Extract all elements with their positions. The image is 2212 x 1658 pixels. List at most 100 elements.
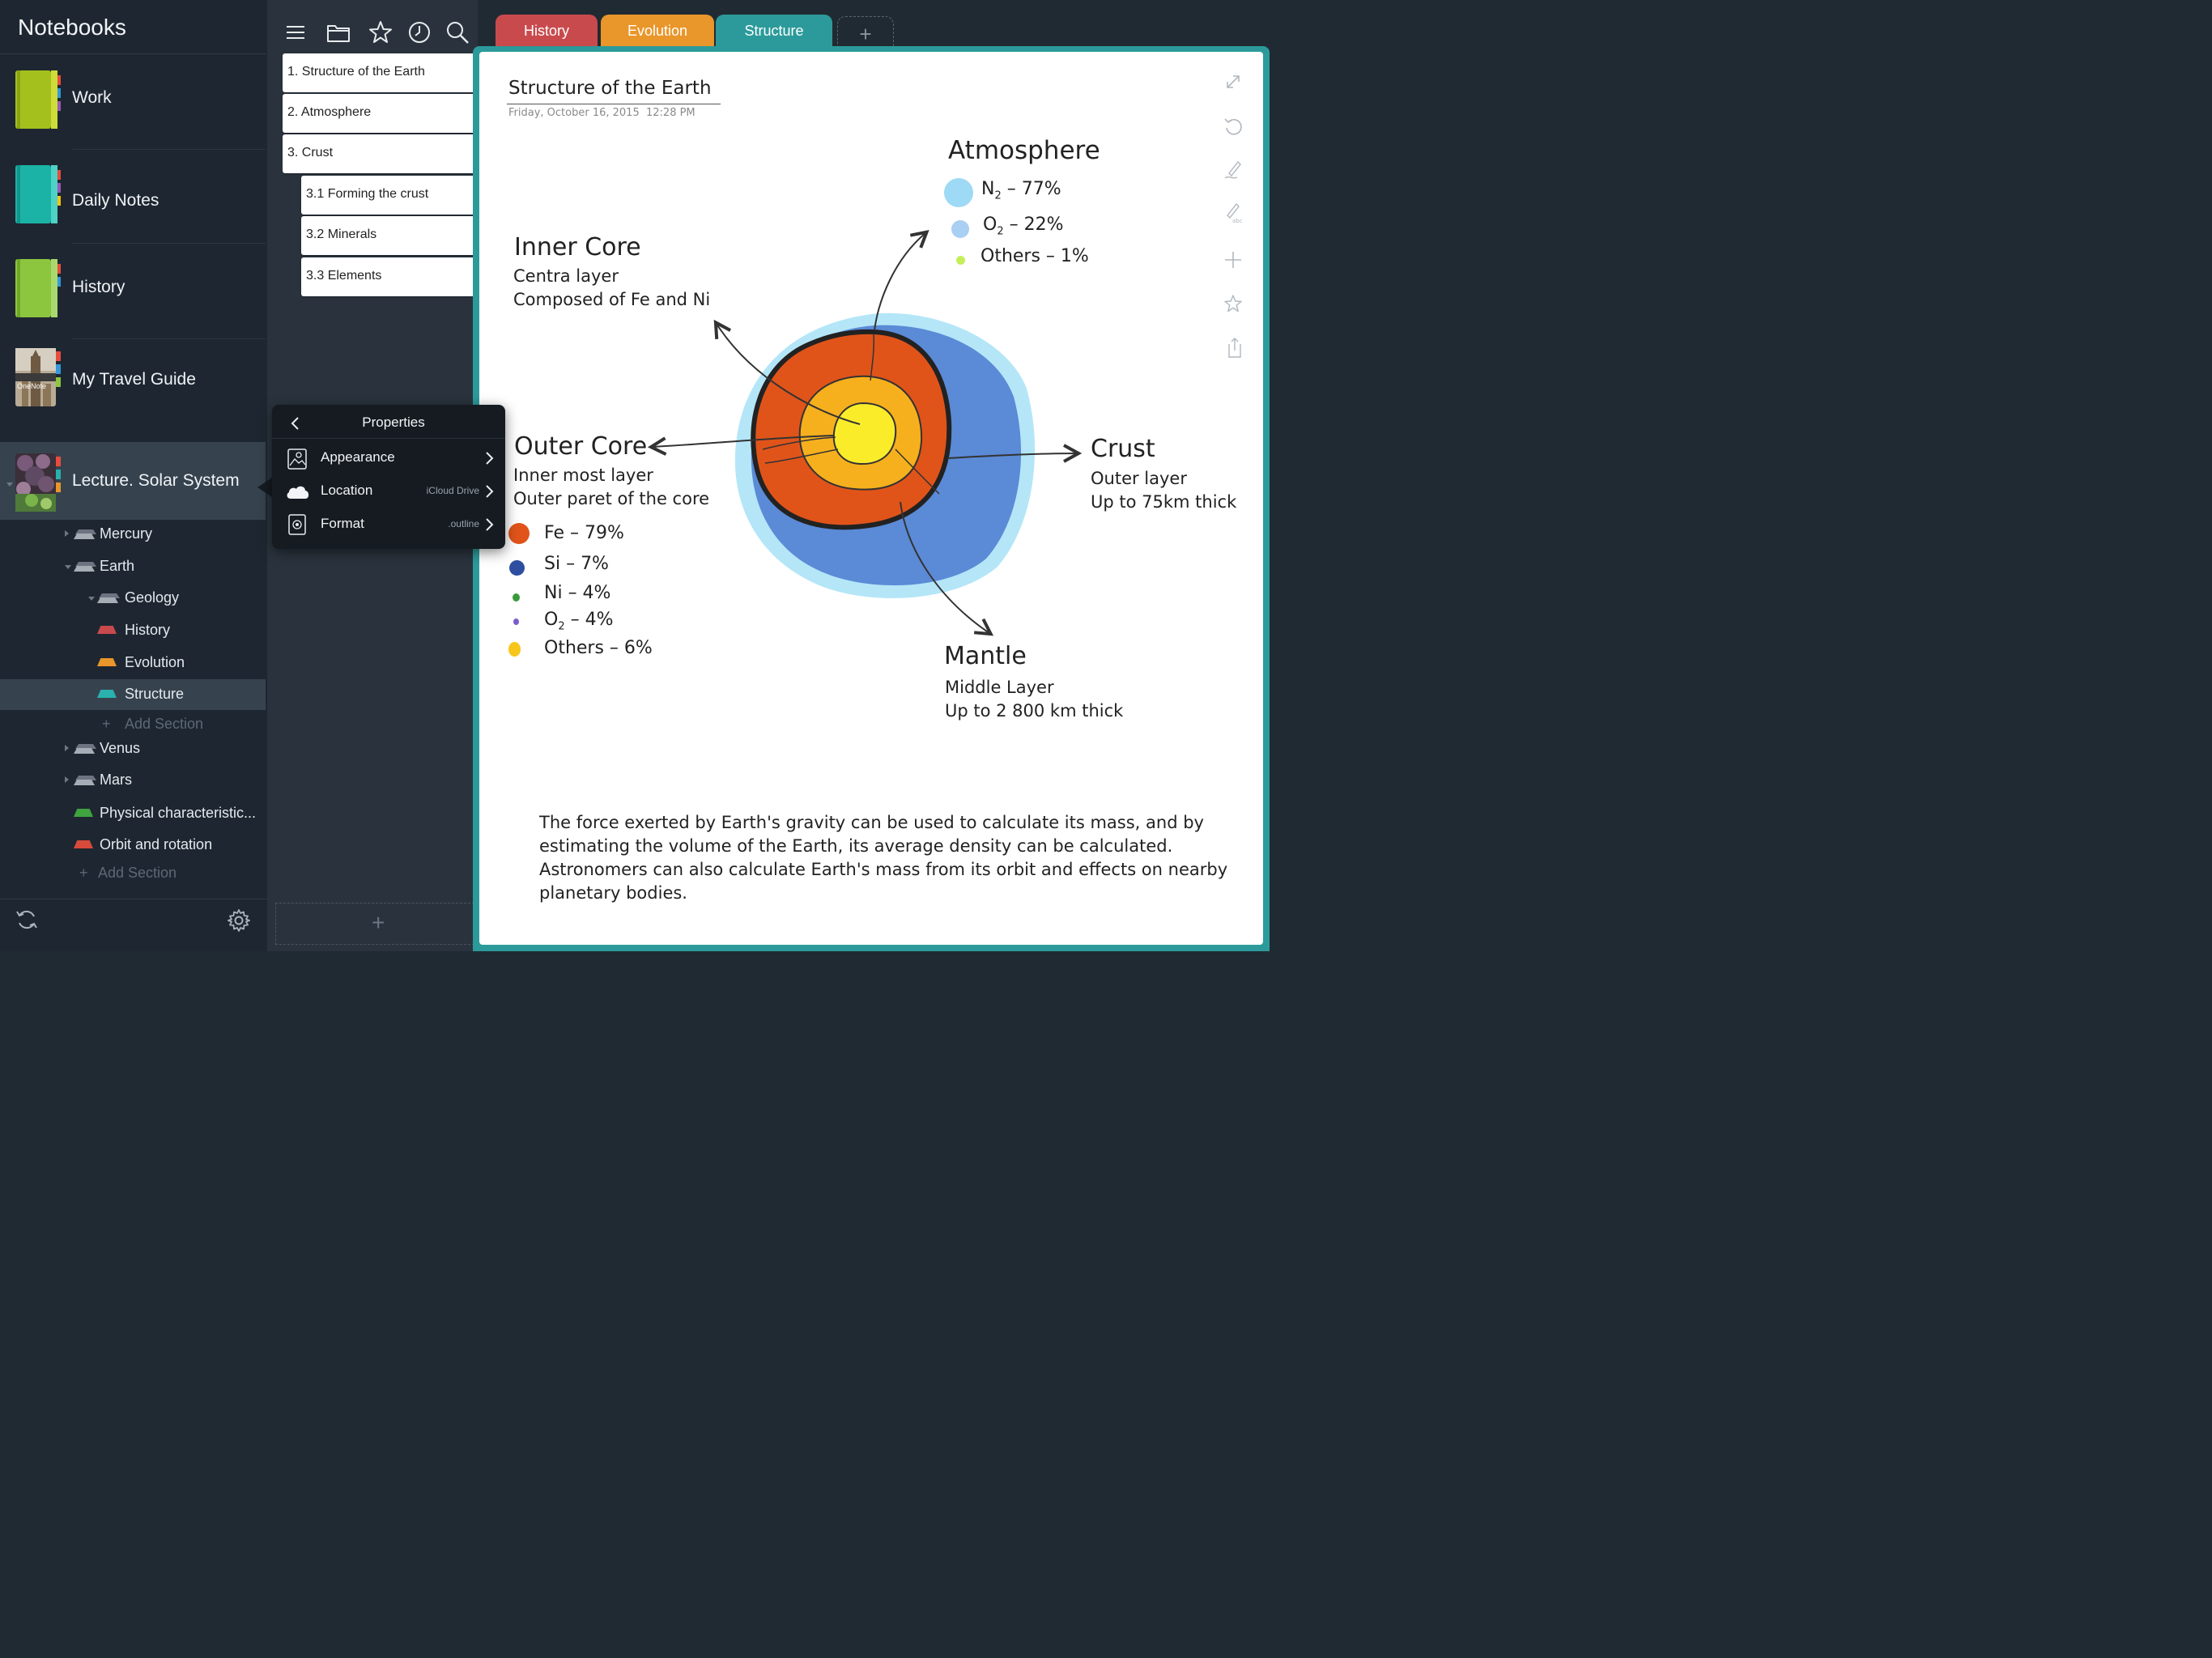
chevron-down-icon[interactable] bbox=[88, 597, 95, 601]
section-tab-icon bbox=[97, 626, 117, 634]
page-label: 2. Atmosphere bbox=[287, 105, 372, 119]
notebook-label: My Travel Guide bbox=[72, 370, 196, 389]
page-item[interactable]: 3.3 Elements bbox=[301, 257, 477, 296]
tree-label: Add Section bbox=[125, 716, 204, 732]
property-label: Location bbox=[321, 483, 373, 498]
page-item[interactable]: 3.1 Forming the crust bbox=[301, 176, 477, 215]
earth-diagram bbox=[478, 49, 1263, 777]
property-value: .outline bbox=[448, 518, 479, 529]
notebook-my-travel-guide[interactable]: OneNote My Travel Guide bbox=[0, 339, 266, 424]
pen-icon[interactable] bbox=[1223, 159, 1244, 180]
page-label: 3.2 Minerals bbox=[306, 227, 377, 241]
section-orbit-and-rotation[interactable]: Orbit and rotation bbox=[0, 830, 266, 861]
tab-history[interactable]: History bbox=[496, 15, 598, 47]
inner-core-line: Centra layer bbox=[513, 266, 619, 286]
legend-swatch bbox=[508, 523, 530, 544]
tab-structure[interactable]: Structure bbox=[716, 15, 832, 53]
back-icon[interactable] bbox=[288, 416, 303, 431]
share-icon[interactable] bbox=[1223, 337, 1244, 358]
search-icon[interactable] bbox=[445, 19, 470, 45]
note-paragraph[interactable]: The force exerted by Earth's gravity can… bbox=[539, 811, 1227, 905]
section-evolution[interactable]: Evolution bbox=[0, 648, 266, 678]
folder-icon[interactable] bbox=[325, 19, 351, 45]
notebook-cover-icon bbox=[15, 453, 61, 512]
property-location[interactable]: Location iCloud Drive bbox=[272, 475, 505, 508]
expand-icon[interactable] bbox=[1223, 71, 1244, 92]
tree-label: Physical characteristic... bbox=[100, 805, 257, 821]
gear-icon[interactable] bbox=[227, 908, 251, 933]
property-format[interactable]: Format .outline bbox=[272, 508, 505, 541]
section-group-icon bbox=[74, 562, 96, 572]
appearance-icon bbox=[287, 449, 307, 470]
sync-icon[interactable] bbox=[15, 908, 39, 932]
notebook-label: Lecture. Solar System bbox=[72, 471, 240, 490]
star-icon[interactable] bbox=[1223, 293, 1244, 314]
section-group-icon bbox=[74, 529, 96, 539]
tab-evolution[interactable]: Evolution bbox=[601, 15, 714, 47]
section-structure[interactable]: Structure bbox=[0, 679, 266, 710]
section-tab-icon bbox=[74, 840, 93, 848]
section-physical-characteristics[interactable]: Physical characteristic... bbox=[0, 798, 266, 829]
cloud-icon bbox=[287, 486, 309, 499]
menu-icon[interactable] bbox=[283, 19, 309, 45]
note-title[interactable]: Structure of the Earth bbox=[508, 78, 712, 99]
page-item[interactable]: 1. Structure of the Earth bbox=[283, 53, 477, 92]
chevron-down-icon[interactable] bbox=[65, 565, 71, 569]
legend-swatch bbox=[508, 642, 521, 657]
tree-label: Add Section bbox=[98, 865, 177, 881]
plus-icon: + bbox=[859, 22, 872, 46]
section-group-icon bbox=[74, 744, 96, 754]
tree-label: Geology bbox=[125, 589, 180, 606]
clock-icon[interactable] bbox=[406, 19, 432, 45]
page-label: 1. Structure of the Earth bbox=[287, 65, 425, 79]
notebook-cover-icon: OneNote bbox=[15, 348, 61, 406]
property-appearance[interactable]: Appearance bbox=[272, 442, 505, 474]
tree-label: Structure bbox=[125, 686, 185, 702]
paragraph-line: Astronomers can also calculate Earth's m… bbox=[539, 860, 1228, 879]
divider bbox=[72, 243, 266, 244]
page-label: 3. Crust bbox=[287, 146, 334, 159]
note-date: Friday, October 16, 2015 bbox=[508, 107, 640, 119]
section-group-mars[interactable]: Mars bbox=[0, 765, 266, 796]
notebook-work[interactable]: Work bbox=[0, 54, 266, 150]
page-label: 3.1 Forming the crust bbox=[306, 187, 429, 201]
plus-icon[interactable] bbox=[1223, 249, 1244, 270]
chevron-right-icon[interactable] bbox=[65, 530, 69, 537]
chevron-right-icon[interactable] bbox=[65, 745, 69, 751]
section-group-mercury[interactable]: Mercury bbox=[0, 519, 266, 550]
mantle-heading: Mantle bbox=[944, 642, 1027, 670]
notebook-history[interactable]: History bbox=[0, 244, 266, 339]
legend-item: Si – 7% bbox=[544, 554, 609, 574]
notebook-lecture-solar-system[interactable]: Lecture. Solar System bbox=[0, 442, 266, 520]
paragraph-line: planetary bodies. bbox=[539, 883, 687, 903]
section-history[interactable]: History bbox=[0, 615, 266, 646]
star-icon[interactable] bbox=[368, 19, 393, 45]
legend-item: O2 – 4% bbox=[544, 610, 614, 633]
section-group-earth[interactable]: Earth bbox=[0, 551, 266, 582]
section-group-venus[interactable]: Venus bbox=[0, 733, 266, 764]
page-item[interactable]: 3. Crust bbox=[283, 134, 477, 173]
format-icon bbox=[288, 514, 306, 535]
divider bbox=[72, 149, 266, 150]
page-item[interactable]: 2. Atmosphere bbox=[283, 94, 477, 133]
notebook-icon bbox=[15, 259, 61, 317]
add-section-button[interactable]: + Add Section bbox=[0, 858, 266, 889]
undo-icon[interactable] bbox=[1223, 115, 1244, 136]
plus-icon: + bbox=[372, 910, 385, 935]
note-time: 12:28 PM bbox=[646, 107, 696, 119]
page-item[interactable]: 3.2 Minerals bbox=[301, 216, 477, 255]
add-page-button[interactable]: + bbox=[275, 903, 474, 945]
handwriting-recognition-icon[interactable]: abc bbox=[1223, 202, 1244, 223]
chevron-right-icon[interactable] bbox=[65, 776, 69, 783]
chevron-down-icon[interactable] bbox=[6, 483, 13, 487]
add-tab-button[interactable]: + bbox=[837, 16, 894, 48]
legend-swatch bbox=[951, 220, 969, 238]
add-section-button[interactable]: + Add Section bbox=[0, 709, 266, 740]
tree-label: Mars bbox=[100, 772, 132, 788]
section-group-geology[interactable]: Geology bbox=[0, 583, 266, 614]
property-value: iCloud Drive bbox=[426, 485, 479, 496]
tree-label: Venus bbox=[100, 740, 141, 756]
notebook-daily-notes[interactable]: Daily Notes bbox=[0, 150, 266, 244]
divider bbox=[72, 338, 266, 339]
inner-core-line: Composed of Fe and Ni bbox=[513, 290, 711, 309]
